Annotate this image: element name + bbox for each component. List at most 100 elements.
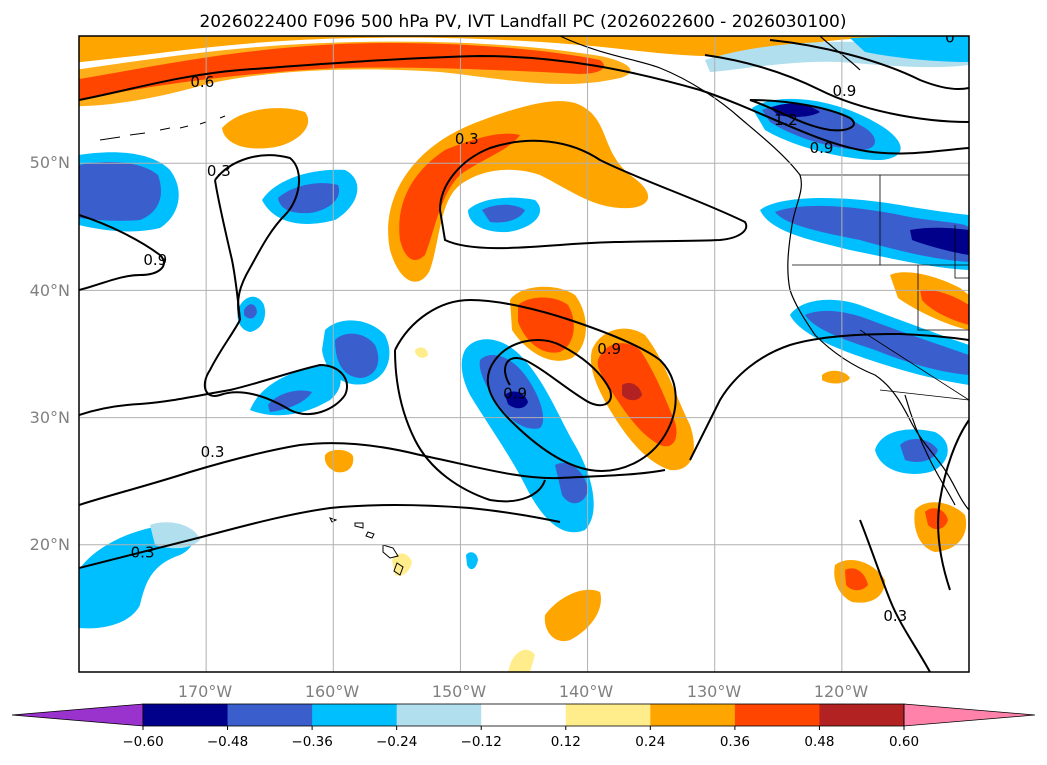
colorbar-tick-label: −0.60 bbox=[122, 734, 163, 750]
shade-east-darkred bbox=[622, 383, 642, 401]
lon-tick-label: 170°W bbox=[178, 682, 233, 701]
map-frame bbox=[78, 35, 970, 673]
shade-gulf-orange-blob bbox=[222, 108, 309, 149]
contour-0.3-west bbox=[214, 154, 301, 321]
colorbar-tick-label: −0.12 bbox=[461, 734, 502, 750]
shade-gulf-arc-red bbox=[399, 133, 520, 260]
shade-s-yellow bbox=[508, 649, 535, 672]
shade-hawaii-small bbox=[392, 553, 412, 576]
contour-0.3-se2 bbox=[937, 419, 969, 591]
shade-sw-blue bbox=[79, 525, 193, 629]
colorbar-segment bbox=[143, 704, 229, 726]
lat-tick-label: 20°N bbox=[30, 535, 70, 554]
colorbar-segment bbox=[396, 704, 482, 726]
colorbar-tick-label: −0.36 bbox=[291, 734, 332, 750]
shade-west-blue-core bbox=[79, 162, 161, 221]
shade-band-north bbox=[79, 36, 900, 63]
contour-0.9-central bbox=[394, 298, 677, 472]
map-content: 0.6 0.9 1.2 0.9 0.3 0.3 0.9 0.9 0.9 0.3 0.3 0.3 0 bbox=[79, 28, 969, 672]
contour-0.9-east bbox=[689, 332, 969, 461]
colorbar-segment bbox=[650, 704, 736, 726]
lon-tick-label: 150°W bbox=[432, 682, 487, 701]
colorbar-frame bbox=[142, 703, 905, 727]
shade-hawaii-orange bbox=[324, 449, 354, 473]
colorbar-segment bbox=[565, 704, 651, 726]
colorbar-tick-label: 0.12 bbox=[551, 734, 581, 750]
shade-west-mid-blue2-core bbox=[335, 333, 379, 378]
lon-tick-label: 120°W bbox=[814, 682, 869, 701]
state-borders bbox=[792, 174, 969, 401]
colorbar-tick-label: 0.24 bbox=[635, 734, 665, 750]
lat-tick-label: 30°N bbox=[30, 408, 70, 427]
shade-mex-orange bbox=[822, 370, 850, 384]
contour-label: 0.3 bbox=[131, 544, 155, 562]
colorbar-extend-high bbox=[903, 703, 1036, 727]
lat-tick-labels: 50°N 40°N 30°N 20°N bbox=[30, 153, 70, 554]
contour-label: 0.3 bbox=[207, 162, 231, 180]
lat-tick-label: 50°N bbox=[30, 153, 70, 172]
contour-label: 0.9 bbox=[810, 139, 834, 157]
contour-0.6-north bbox=[79, 54, 969, 155]
shade-small-blue-core bbox=[244, 304, 257, 319]
shade-central-blue-deep bbox=[505, 391, 528, 409]
colorbar-segment bbox=[481, 704, 567, 726]
colorbar-tick-label: −0.24 bbox=[376, 734, 417, 750]
shade-east-red2 bbox=[920, 289, 969, 325]
contour-0.3-south bbox=[79, 442, 666, 506]
shade-se-red2 bbox=[845, 568, 868, 591]
contour-0.3-west2 bbox=[214, 179, 241, 321]
contour-1.2 bbox=[749, 99, 855, 132]
contour-0.3-sw bbox=[79, 503, 561, 569]
contour-0.6-central bbox=[394, 349, 546, 503]
contour-label: 0.3 bbox=[201, 443, 225, 461]
colorbar-tick-label: 0.60 bbox=[889, 734, 919, 750]
colorbar-tick-label: −0.48 bbox=[207, 734, 248, 750]
shade-gulf-arc bbox=[388, 101, 649, 282]
lat-tick-label: 40°N bbox=[30, 281, 70, 300]
shade-s-orange bbox=[544, 589, 601, 642]
shade-nw-us-blue-deep bbox=[910, 227, 969, 255]
contour-label: 0.3 bbox=[455, 130, 479, 148]
colorbar-extend-low bbox=[11, 703, 144, 727]
shade-small-blue2 bbox=[466, 552, 478, 570]
colorbar-tick-label: 0.36 bbox=[720, 734, 750, 750]
lon-tick-label: 130°W bbox=[687, 682, 742, 701]
contour-label: 0.9 bbox=[597, 340, 621, 358]
contour-label: 0.6 bbox=[190, 73, 214, 91]
contour-0.9-ne2 bbox=[769, 39, 969, 90]
shade-sw-blue-light bbox=[150, 522, 200, 549]
colorbar-segment bbox=[819, 704, 905, 726]
contour-0.3-loop bbox=[438, 139, 748, 250]
colorbar-segment bbox=[734, 704, 820, 726]
shade-gulf-blue-core bbox=[482, 204, 525, 223]
colorbar-segment bbox=[227, 704, 313, 726]
shade-ne-blue-core bbox=[850, 36, 969, 62]
contour-label: 0.9 bbox=[143, 251, 167, 269]
shade-ca-blue-core bbox=[805, 310, 969, 375]
colorbar: −0.60 −0.48 −0.36 −0.24 −0.12 0.12 0.24 0.36 0.4… bbox=[11, 703, 1036, 750]
contour-0.9-loop-west bbox=[79, 319, 348, 416]
shade-west-mid-blue-core bbox=[268, 390, 312, 412]
contour-label: 1.2 bbox=[774, 111, 798, 129]
colorbar-segment bbox=[312, 704, 398, 726]
shade-small-yellow bbox=[415, 347, 428, 358]
shade-central-blue-south bbox=[555, 462, 588, 504]
lon-tick-labels: 170°W 160°W 150°W 140°W 130°W 120°W bbox=[178, 682, 869, 701]
chart-title: 2026022400 F096 500 hPa PV, IVT Landfall… bbox=[199, 12, 846, 32]
contour-0.9-west bbox=[79, 214, 165, 291]
contour-label: 0.9 bbox=[832, 82, 856, 100]
contour-label: 0.3 bbox=[883, 607, 907, 625]
contour-label: 0 bbox=[945, 28, 955, 46]
colorbar-tick-label: 0.48 bbox=[804, 734, 834, 750]
gridlines bbox=[79, 36, 969, 672]
lon-tick-label: 160°W bbox=[305, 682, 360, 701]
shade-se-red bbox=[925, 508, 948, 530]
contour-0.9-ne bbox=[704, 54, 969, 123]
contour-label: 0.9 bbox=[503, 385, 527, 403]
lon-tick-label: 140°W bbox=[559, 682, 614, 701]
pc-contours bbox=[79, 39, 969, 672]
shade-nw-us-blue-core bbox=[775, 205, 969, 262]
contour-0.3-se bbox=[859, 519, 931, 672]
contour-labels: 0.6 0.9 1.2 0.9 0.3 0.3 0.9 0.9 0.9 0.3 0.3 0.3 0 bbox=[131, 28, 955, 625]
